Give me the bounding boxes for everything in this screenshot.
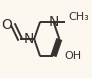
Text: N: N: [48, 15, 59, 29]
Text: N: N: [24, 32, 34, 46]
Text: OH: OH: [65, 51, 82, 61]
Text: O: O: [1, 18, 12, 32]
Text: CH₃: CH₃: [68, 12, 89, 22]
